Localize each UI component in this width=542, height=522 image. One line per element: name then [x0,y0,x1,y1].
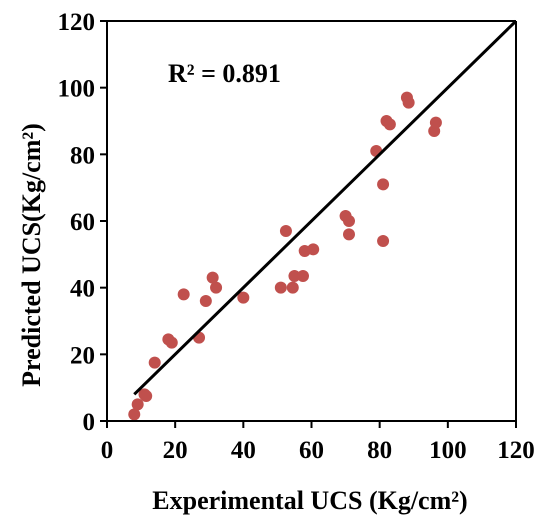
data-point [237,291,250,304]
data-point [288,270,301,282]
data-point [307,243,320,256]
x-axis-ticks: 0 20 40 60 80 100 120 [101,421,535,464]
x-tick-label: 40 [231,437,256,464]
data-point [140,390,153,402]
y-tick-label: 0 [83,409,96,436]
data-point [383,118,396,131]
trendline [133,19,518,396]
x-tick-label: 60 [299,437,324,464]
x-tick-label: 80 [367,437,392,464]
data-point [286,281,299,294]
data-point [377,178,390,191]
y-tick-label: 80 [70,142,95,169]
data-point [148,356,161,369]
data-point [128,408,141,421]
data-point [177,288,190,301]
data-point [210,281,223,294]
data-point [342,228,355,241]
data-point [429,116,442,129]
data-point [402,96,415,109]
data-point [199,295,212,307]
data-point [165,336,178,349]
y-tick-label: 100 [58,76,96,103]
x-tick-label: 100 [429,437,467,464]
r-squared-annotation: R² = 0.891 [168,59,281,88]
data-point [279,225,292,237]
x-tick-label: 0 [101,437,114,464]
data-point [274,281,287,294]
y-tick-label: 20 [70,342,95,369]
data-point [206,271,219,284]
y-tick-label: 40 [70,276,95,303]
x-axis-title: Experimental UCS (Kg/cm²) [152,486,467,515]
y-axis-ticks: 0 20 40 60 80 100 120 [58,9,107,436]
data-point [131,398,144,411]
data-point [342,215,355,227]
x-tick-label: 120 [497,437,535,464]
y-axis-title: Predicted UCS(Kg/cm²) [17,123,46,387]
x-tick-label: 20 [163,437,188,464]
y-tick-label: 120 [58,9,96,36]
data-point [377,235,390,247]
data-point [296,270,309,282]
y-tick-label: 60 [70,209,95,236]
